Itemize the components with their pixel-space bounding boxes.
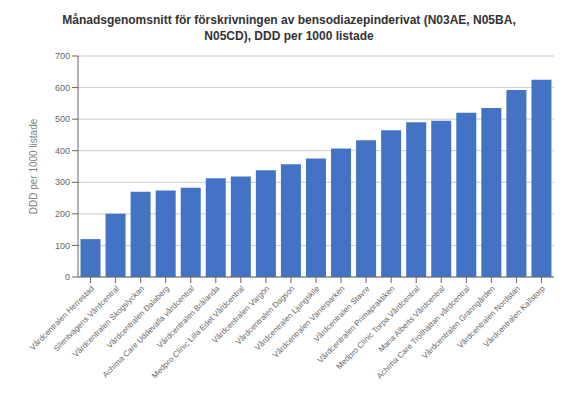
html-text:Månadsgenomsnitt för förskrivn: Månadsgenomsnitt för förskrivningen av b… — [62, 13, 516, 27]
svg-text:Achima Care Uddevalla vårdcent: Achima Care Uddevalla vårdcentral — [101, 284, 197, 380]
svg-text:Vårdcentralen Stavre: Vårdcentralen Stavre — [312, 284, 372, 344]
svg-text:Vårdcentralen Vargön: Vårdcentralen Vargön — [210, 284, 272, 345]
svg-text:500: 500 — [55, 114, 70, 124]
svg-text:DDD per 1000 listade: DDD per 1000 listade — [28, 118, 39, 214]
svg-text:Vårdcentralen Herrestad: Vårdcentralen Herrestad — [28, 284, 96, 353]
svg-text:Silentvägens Vårdcentral: Silentvägens Vårdcentral — [51, 284, 121, 354]
svg-text:Medpro Clinic Lilla Edet Vårdc: Medpro Clinic Lilla Edet Vårdcentral — [150, 284, 246, 380]
svg-text:Vårdcentralen Skogslyckan: Vårdcentralen Skogslyckan — [71, 284, 147, 359]
svg-text:700: 700 — [55, 51, 70, 61]
svg-text:Vårdcentralen Granngården: Vårdcentralen Granngården — [420, 284, 497, 361]
svg-text:Vårdcentralen Brålanda: Vårdcentralen Brålanda — [155, 284, 222, 350]
svg-text:0: 0 — [65, 272, 70, 282]
svg-text:100: 100 — [55, 241, 70, 251]
svg-text:600: 600 — [55, 83, 70, 93]
svg-text:Vårdcentralen Dalaberg: Vårdcentralen Dalaberg — [105, 284, 172, 351]
svg-text:Medpro Clinic Torpa Vårdcentra: Medpro Clinic Torpa Vårdcentral — [334, 284, 422, 372]
svg-text:Vårdcentralen Nordstan: Vårdcentralen Nordstan — [455, 284, 522, 351]
svg-text:300: 300 — [55, 177, 70, 187]
svg-text:Vårdcentralen Dagson: Vårdcentralen Dagson — [233, 284, 297, 347]
html-text:N05CD), DDD per 1000 listade: N05CD), DDD per 1000 listade — [204, 29, 374, 43]
svg-text:Achima Care Trollhättan vårdce: Achima Care Trollhättan vårdcentral — [375, 284, 472, 381]
svg-text:Maria Alberts Vårdcentral: Maria Alberts Vårdcentral — [376, 284, 447, 354]
svg-text:Vårdcentralen Primapraktiken: Vårdcentralen Primapraktiken — [315, 284, 397, 365]
svg-text:Vårdcentralen Ljungskile: Vårdcentralen Ljungskile — [253, 284, 322, 353]
svg-text:Vårdcentralen Kallstorp: Vårdcentralen Kallstorp — [482, 284, 548, 350]
svg-text:200: 200 — [55, 209, 70, 219]
svg-text:Vårdcentralen Vänerparken: Vårdcentralen Vänerparken — [270, 284, 347, 360]
svg-text:400: 400 — [55, 146, 70, 156]
